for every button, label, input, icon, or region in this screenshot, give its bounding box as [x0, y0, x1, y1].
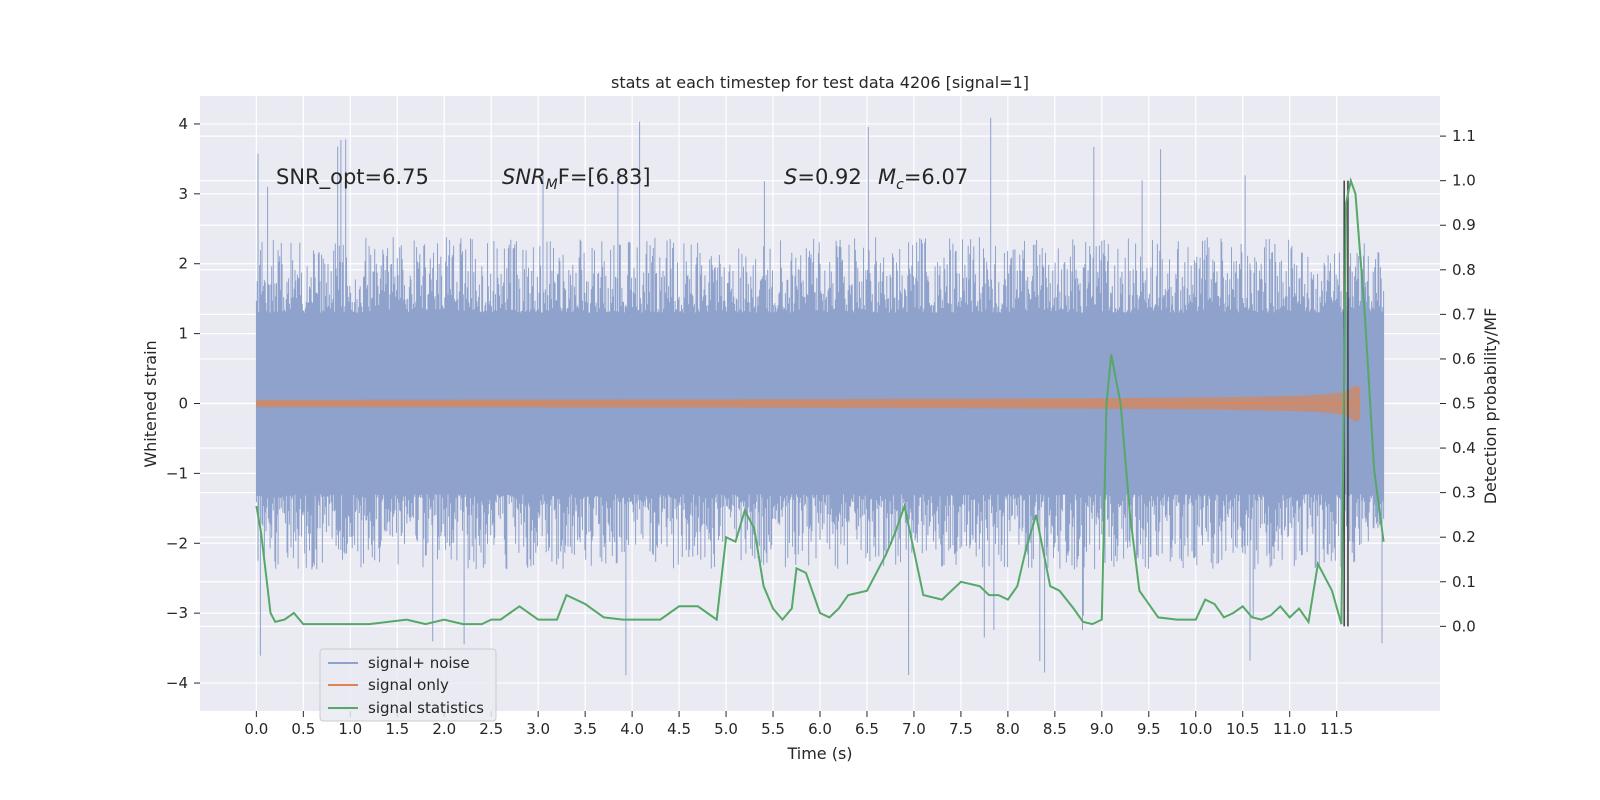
x-tick-label: 5.0 — [714, 720, 738, 738]
axes: 0.0 0.5 1.0 1.5 2.0 2.5 3.0 3.5 4.0 4.5 5.0 5.5 6.0 6… — [166, 115, 1476, 738]
x-tick-label: 10.5 — [1226, 720, 1259, 738]
x-axis-label: Time (s) — [786, 744, 852, 763]
x-tick-label: 2.5 — [479, 720, 503, 738]
x-tick-label: 1.5 — [385, 720, 409, 738]
y2-tick-label: 0.6 — [1452, 350, 1476, 368]
stats-series — [255, 177, 1385, 626]
y2-tick-label: 1.1 — [1452, 127, 1476, 145]
x-tick-label: 6.5 — [855, 720, 879, 738]
annotation-snr-opt: SNR_opt=6.75 — [276, 165, 429, 190]
annotation-mc-symbol: M — [878, 165, 896, 189]
y-tick-label: −1 — [166, 464, 188, 482]
annotation-snr-mf: SNRMF=[6.83] — [502, 165, 651, 193]
x-tick-label: 10.0 — [1179, 720, 1212, 738]
legend-label-signal: signal only — [368, 676, 449, 694]
y2-tick-label: 0.2 — [1452, 528, 1476, 546]
y2-tick-label: 0.0 — [1452, 617, 1476, 635]
y-tick-label: 2 — [178, 255, 188, 273]
y2-tick-label: 0.7 — [1452, 305, 1476, 323]
x-tick-label: 0.5 — [291, 720, 315, 738]
x-tick-label: 8.0 — [996, 720, 1020, 738]
annotation-mc-subscript: c — [896, 177, 904, 193]
y2-tick-label: 0.1 — [1452, 573, 1476, 591]
x-tick-label: 8.5 — [1043, 720, 1067, 738]
legend-label-stats: signal statistics — [368, 699, 484, 717]
y-tick-label: 4 — [178, 115, 188, 133]
y-tick-label: −3 — [166, 604, 188, 622]
y-tick-label: 3 — [178, 185, 188, 203]
annotation-snr-mf-subscript: M — [546, 177, 558, 193]
legend-label-noise: signal+ noise — [368, 654, 470, 672]
annotations: SNR_opt=6.75 SNRMF=[6.83] S=0.92 Mc=6.07 — [276, 165, 968, 193]
x-tick-label: 1.0 — [338, 720, 362, 738]
x-tick-label: 4.5 — [667, 720, 691, 738]
x-tick-label: 2.0 — [432, 720, 456, 738]
annotation-s: S=0.92 — [784, 165, 862, 189]
y2-tick-label: 1.0 — [1452, 172, 1476, 190]
x-tick-label: 7.5 — [949, 720, 973, 738]
x-tick-label: 9.5 — [1137, 720, 1161, 738]
x-tick-label: 6.0 — [808, 720, 832, 738]
y-axis-label: Whitened strain — [141, 340, 160, 467]
x-tick-label: 3.5 — [573, 720, 597, 738]
x-tick-label: 11.5 — [1320, 720, 1353, 738]
x-tick-label: 9.0 — [1090, 720, 1114, 738]
y-tick-label: 1 — [178, 325, 188, 343]
x-tick-label: 3.0 — [526, 720, 550, 738]
annotation-snr-mf-symbol: SNR — [502, 165, 546, 189]
y2-tick-label: 0.4 — [1452, 439, 1476, 457]
x-tick-label: 11.0 — [1273, 720, 1306, 738]
legend-box — [319, 648, 497, 722]
annotation-s-symbol: S — [784, 165, 797, 189]
annotation-mc: Mc=6.07 — [878, 165, 968, 193]
y-tick-label: −4 — [166, 674, 188, 692]
x-tick-label: 0.0 — [244, 720, 268, 738]
stats-line — [255, 177, 1385, 626]
legend: signal+ noise signal only signal statist… — [319, 648, 497, 722]
x-tick-label: 5.5 — [761, 720, 785, 738]
y2-axis-label: Detection probability/MF — [1481, 308, 1500, 505]
signal-series — [256, 385, 1361, 422]
y2-tick-label: 0.5 — [1452, 395, 1476, 413]
annotation-snr-mf-value: F=[6.83] — [558, 165, 651, 189]
y-tick-label: −2 — [166, 534, 188, 552]
annotation-s-value: =0.92 — [797, 165, 861, 189]
x-tick-label: 4.0 — [620, 720, 644, 738]
x-tick-label: 7.0 — [902, 720, 926, 738]
y2-tick-label: 0.3 — [1452, 484, 1476, 502]
y-tick-label: 0 — [178, 395, 188, 413]
chart-title: stats at each timestep for test data 420… — [611, 73, 1029, 92]
annotation-mc-value: =6.07 — [904, 165, 968, 189]
y2-tick-label: 0.8 — [1452, 261, 1476, 279]
y2-tick-label: 0.9 — [1452, 216, 1476, 234]
